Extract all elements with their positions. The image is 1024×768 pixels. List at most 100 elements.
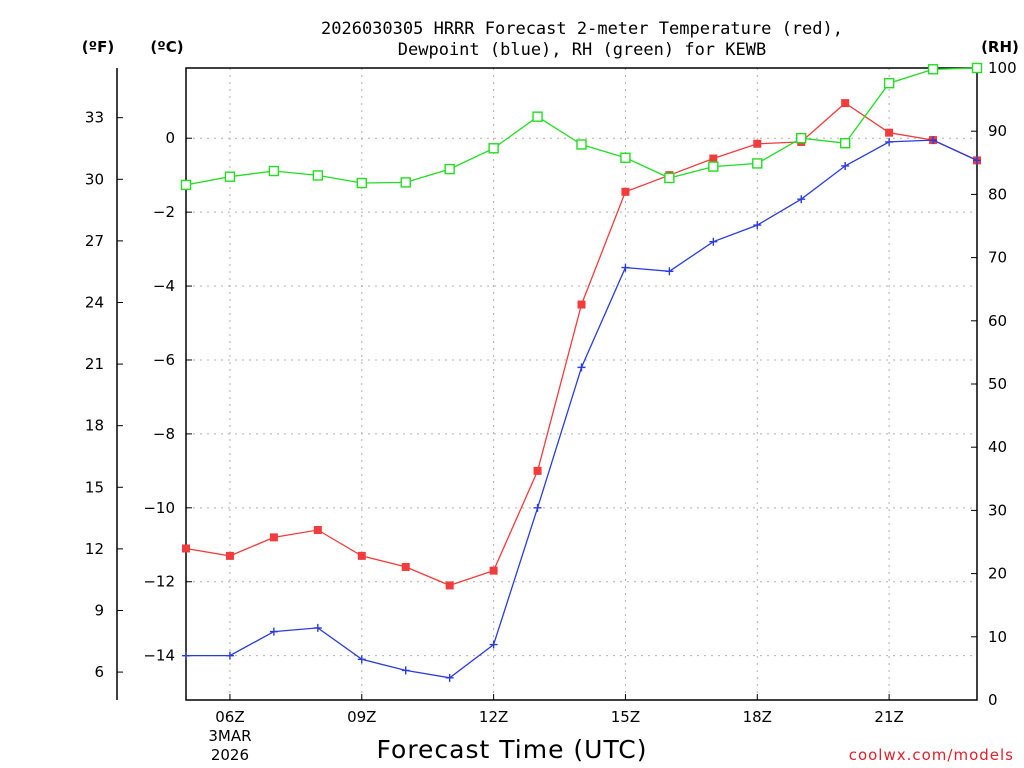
celsius-unit-label: (ºC)	[150, 38, 183, 56]
chart-title-line2: Dewpoint (blue), RH (green) for KEWB	[398, 40, 766, 60]
fahrenheit-tick-label: 12	[85, 540, 104, 558]
temperature-point	[489, 566, 498, 575]
plot-frame	[185, 67, 978, 701]
rh-point	[268, 165, 280, 177]
celsius-tick-label: −6	[153, 351, 175, 369]
rh-tick-label: 60	[988, 312, 1007, 330]
time-tick-label: 09Z	[347, 708, 376, 726]
x-axis-label: Forecast Time (UTC)	[377, 735, 648, 764]
time-tick-label: 18Z	[743, 708, 772, 726]
temperature-point	[401, 562, 410, 571]
temperature-point	[445, 581, 454, 590]
fahrenheit-ticks: 6 9 12 15 18 21 24 27 30 33	[85, 109, 123, 681]
axes	[116, 67, 978, 701]
rh-tick-label: 10	[988, 628, 1007, 646]
rh-point	[971, 62, 983, 74]
credit-text: coolwx.com/models	[849, 746, 1014, 764]
celsius-tick-label: −2	[153, 203, 175, 221]
rh-ticks: 0 10 20 30 40 50 60 70 80 90 100	[971, 59, 1017, 709]
fahrenheit-tick-label: 18	[85, 417, 104, 435]
rh-point	[664, 172, 675, 184]
rh-tick-label: 50	[988, 375, 1007, 393]
rh-point	[796, 132, 807, 144]
dewpoint-point	[577, 363, 586, 372]
temperature-point	[225, 551, 234, 560]
dewpoint-point	[533, 503, 542, 512]
dewpoint-point	[489, 640, 498, 649]
time-tick-label: 06Z	[215, 708, 244, 726]
celsius-tick-label: −8	[153, 425, 175, 443]
fahrenheit-tick-label: 27	[85, 232, 104, 250]
celsius-ticks: −14 −12 −10 −8 −6 −4 −2 0	[143, 129, 192, 665]
rh-point	[224, 171, 236, 182]
dewpoint-point	[182, 651, 190, 660]
dewpoint-point	[885, 137, 894, 146]
rh-point	[180, 179, 192, 191]
rh-tick-label: 90	[988, 122, 1007, 140]
gridlines	[186, 68, 977, 700]
rh-point	[400, 177, 411, 188]
fahrenheit-tick-label: 15	[85, 478, 104, 496]
dewpoint-point	[401, 666, 410, 675]
temperature-point	[182, 544, 190, 553]
dewpoint-point	[753, 221, 762, 230]
fahrenheit-unit-label: (ºF)	[82, 38, 114, 56]
rh-point	[620, 152, 631, 163]
rh-point	[312, 170, 324, 181]
rh-point	[839, 138, 851, 149]
rh-tick-label: 20	[988, 565, 1007, 583]
temperature-point	[753, 139, 762, 148]
celsius-tick-label: −12	[143, 573, 175, 591]
temperature-line	[185, 102, 978, 587]
temperature-point	[621, 187, 630, 196]
rh-point	[883, 77, 895, 89]
dewpoint-point	[313, 623, 322, 632]
fahrenheit-tick-label: 33	[85, 109, 104, 127]
temperature-point	[357, 551, 366, 560]
dewpoint-point	[665, 267, 674, 276]
temperature-point	[313, 525, 322, 534]
temperature-point	[709, 154, 718, 163]
fahrenheit-tick-label: 21	[85, 355, 104, 373]
rh-point	[444, 163, 455, 175]
time-tick-label: 21Z	[874, 708, 903, 726]
data-series	[180, 62, 983, 682]
rh-point	[488, 143, 499, 154]
temperature-point	[885, 128, 894, 137]
rh-tick-label: 40	[988, 438, 1007, 456]
rh-unit-label: (RH)	[981, 38, 1019, 56]
dewpoint-point	[709, 237, 718, 246]
date-label: 3MAR	[208, 727, 251, 745]
dewpoint-point	[445, 673, 454, 682]
rh-tick-label: 70	[988, 249, 1007, 267]
dewpoint-point	[929, 136, 938, 145]
rh-point	[532, 111, 543, 122]
dewpoint-point	[357, 655, 366, 664]
celsius-tick-label: 0	[165, 129, 175, 147]
fahrenheit-tick-label: 24	[85, 293, 104, 311]
fahrenheit-tick-label: 9	[94, 601, 104, 619]
rh-line	[185, 67, 978, 186]
time-tick-label: 15Z	[611, 708, 640, 726]
rh-tick-label: 0	[988, 691, 998, 709]
rh-point	[927, 64, 939, 75]
dewpoint-line	[186, 139, 978, 679]
dewpoint-point	[225, 651, 234, 660]
temperature-point	[577, 300, 586, 309]
rh-point	[576, 139, 587, 150]
dewpoint-point	[841, 161, 850, 170]
chart-title-line1: 2026030305 HRRR Forecast 2-meter Tempera…	[321, 19, 843, 39]
rh-point	[708, 161, 719, 172]
dewpoint-point	[269, 627, 278, 636]
rh-point	[356, 177, 367, 189]
celsius-tick-label: −10	[143, 499, 175, 517]
celsius-tick-label: −4	[153, 277, 175, 295]
rh-tick-label: 30	[988, 501, 1007, 519]
dewpoint-point	[973, 156, 981, 165]
year-label: 2026	[211, 746, 249, 764]
temperature-point	[533, 466, 542, 475]
dewpoint-point	[621, 263, 630, 272]
temperature-point	[269, 533, 278, 542]
